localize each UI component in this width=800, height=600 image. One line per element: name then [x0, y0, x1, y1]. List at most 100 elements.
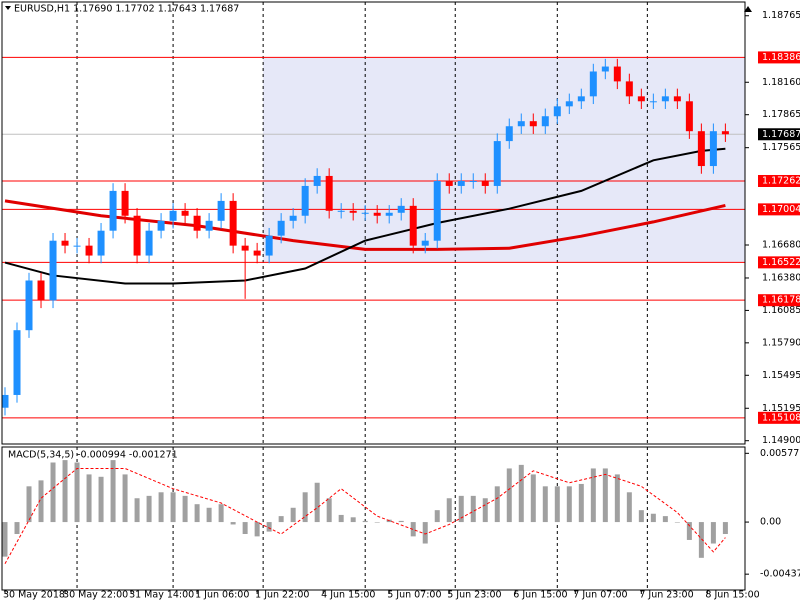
macd-bar — [518, 464, 524, 523]
candle-body — [241, 245, 249, 251]
main-frame — [1, 1, 746, 445]
macd-bar — [398, 520, 404, 523]
y-tick-label: 1.16085 — [762, 305, 800, 316]
macd-bar — [662, 516, 668, 523]
candle-body — [169, 210, 177, 221]
macd-bar — [578, 483, 584, 523]
candle-body — [289, 215, 297, 221]
macd-bar — [74, 462, 80, 523]
highlight-zone — [263, 57, 745, 263]
macd-bar — [710, 522, 716, 544]
candle-body — [409, 205, 417, 246]
macd-bar — [362, 520, 368, 523]
macd-bar — [566, 486, 572, 523]
macd-bar — [302, 492, 308, 523]
x-tick-label: 5 Jun 23:00 — [447, 590, 501, 600]
indicator-tick-label: 0.00577 — [760, 448, 799, 459]
candle-body — [313, 175, 321, 186]
x-tick-label: 4 Jun 15:00 — [321, 590, 375, 600]
macd-bar — [506, 468, 512, 523]
candle-body — [505, 126, 513, 142]
level-label: 1.16178 — [762, 295, 800, 306]
candle-body — [553, 106, 561, 117]
level-label-box — [758, 203, 800, 216]
macd-bar — [350, 517, 356, 523]
level-label: 1.17004 — [762, 204, 800, 215]
macd-signal — [4, 467, 726, 565]
y-tick-label: 1.14900 — [762, 435, 800, 446]
macd-bar — [602, 468, 608, 523]
candle-body — [265, 235, 273, 256]
macd-bar — [158, 492, 164, 523]
level-label-box — [758, 294, 800, 307]
moving-average — [4, 199, 726, 251]
macd-bar — [650, 513, 656, 523]
candle-body — [301, 185, 309, 216]
chart-title: EURUSD,H1 1.17690 1.17702 1.17643 1.1768… — [14, 4, 239, 15]
macd-bar — [50, 462, 56, 523]
candle-body — [397, 205, 405, 213]
candle-body — [361, 212, 369, 214]
macd-bar — [326, 498, 332, 523]
candle-body — [49, 240, 57, 301]
macd-bar — [170, 492, 176, 523]
macd-bar — [542, 486, 548, 523]
indicator-frame — [1, 446, 746, 591]
candle-body — [61, 240, 69, 246]
candle-body — [25, 280, 33, 331]
level-label: 1.17262 — [762, 175, 800, 186]
candle-body — [721, 131, 729, 135]
candle-body — [649, 101, 657, 103]
macd-bar — [434, 510, 440, 523]
level-label-box — [758, 174, 800, 187]
macd-bar — [38, 480, 44, 523]
scroll-icon[interactable] — [744, 6, 752, 12]
candle-body — [673, 96, 681, 102]
macd-bar — [134, 498, 140, 523]
candle-body — [625, 81, 633, 97]
candle-body — [85, 245, 93, 256]
candle-body — [325, 175, 333, 211]
macd-bar — [482, 498, 488, 523]
candle-body — [121, 190, 129, 216]
macd-bar — [446, 498, 452, 523]
y-tick-label: 1.18765 — [762, 10, 800, 21]
macd-bar — [530, 474, 536, 523]
last-price-box — [758, 128, 800, 141]
macd-bar — [674, 522, 680, 523]
x-tick-label: 1 Jun 22:00 — [255, 590, 309, 600]
level-label-box — [758, 411, 800, 424]
y-tick-label: 1.17565 — [762, 142, 800, 153]
candle-body — [529, 121, 537, 127]
candle-body — [13, 330, 21, 395]
candle-body — [697, 131, 705, 167]
x-tick-label: 6 Jun 15:00 — [513, 590, 567, 600]
candle-body — [373, 212, 381, 216]
candle-body — [145, 230, 153, 256]
candle-body — [421, 240, 429, 246]
macd-bar — [290, 507, 296, 523]
candle-body — [349, 210, 357, 213]
macd-bar — [122, 474, 128, 523]
x-tick-label: 7 Jun 23:00 — [639, 590, 693, 600]
candle-body — [541, 116, 549, 127]
indicator-tick-label: -0.004371 — [760, 569, 800, 580]
macd-bar — [110, 460, 116, 523]
macd-bar — [146, 495, 152, 523]
macd-bar — [194, 504, 200, 523]
collapse-icon[interactable] — [5, 6, 11, 10]
candle-body — [517, 121, 525, 127]
candle-body — [37, 280, 45, 301]
level-label: 1.18386 — [762, 52, 800, 63]
y-tick-label: 1.15195 — [762, 403, 800, 414]
candle-body — [205, 220, 213, 231]
macd-bar — [242, 522, 248, 534]
x-tick-label: 7 Jun 07:00 — [573, 590, 627, 600]
y-tick-label: 1.16380 — [762, 272, 800, 283]
level-label: 1.16522 — [762, 257, 800, 268]
macd-bar — [254, 522, 260, 537]
x-tick-label: 1 Jun 06:00 — [195, 590, 249, 600]
x-tick-label: 31 May 14:00 — [129, 590, 194, 600]
candle-body — [589, 71, 597, 97]
